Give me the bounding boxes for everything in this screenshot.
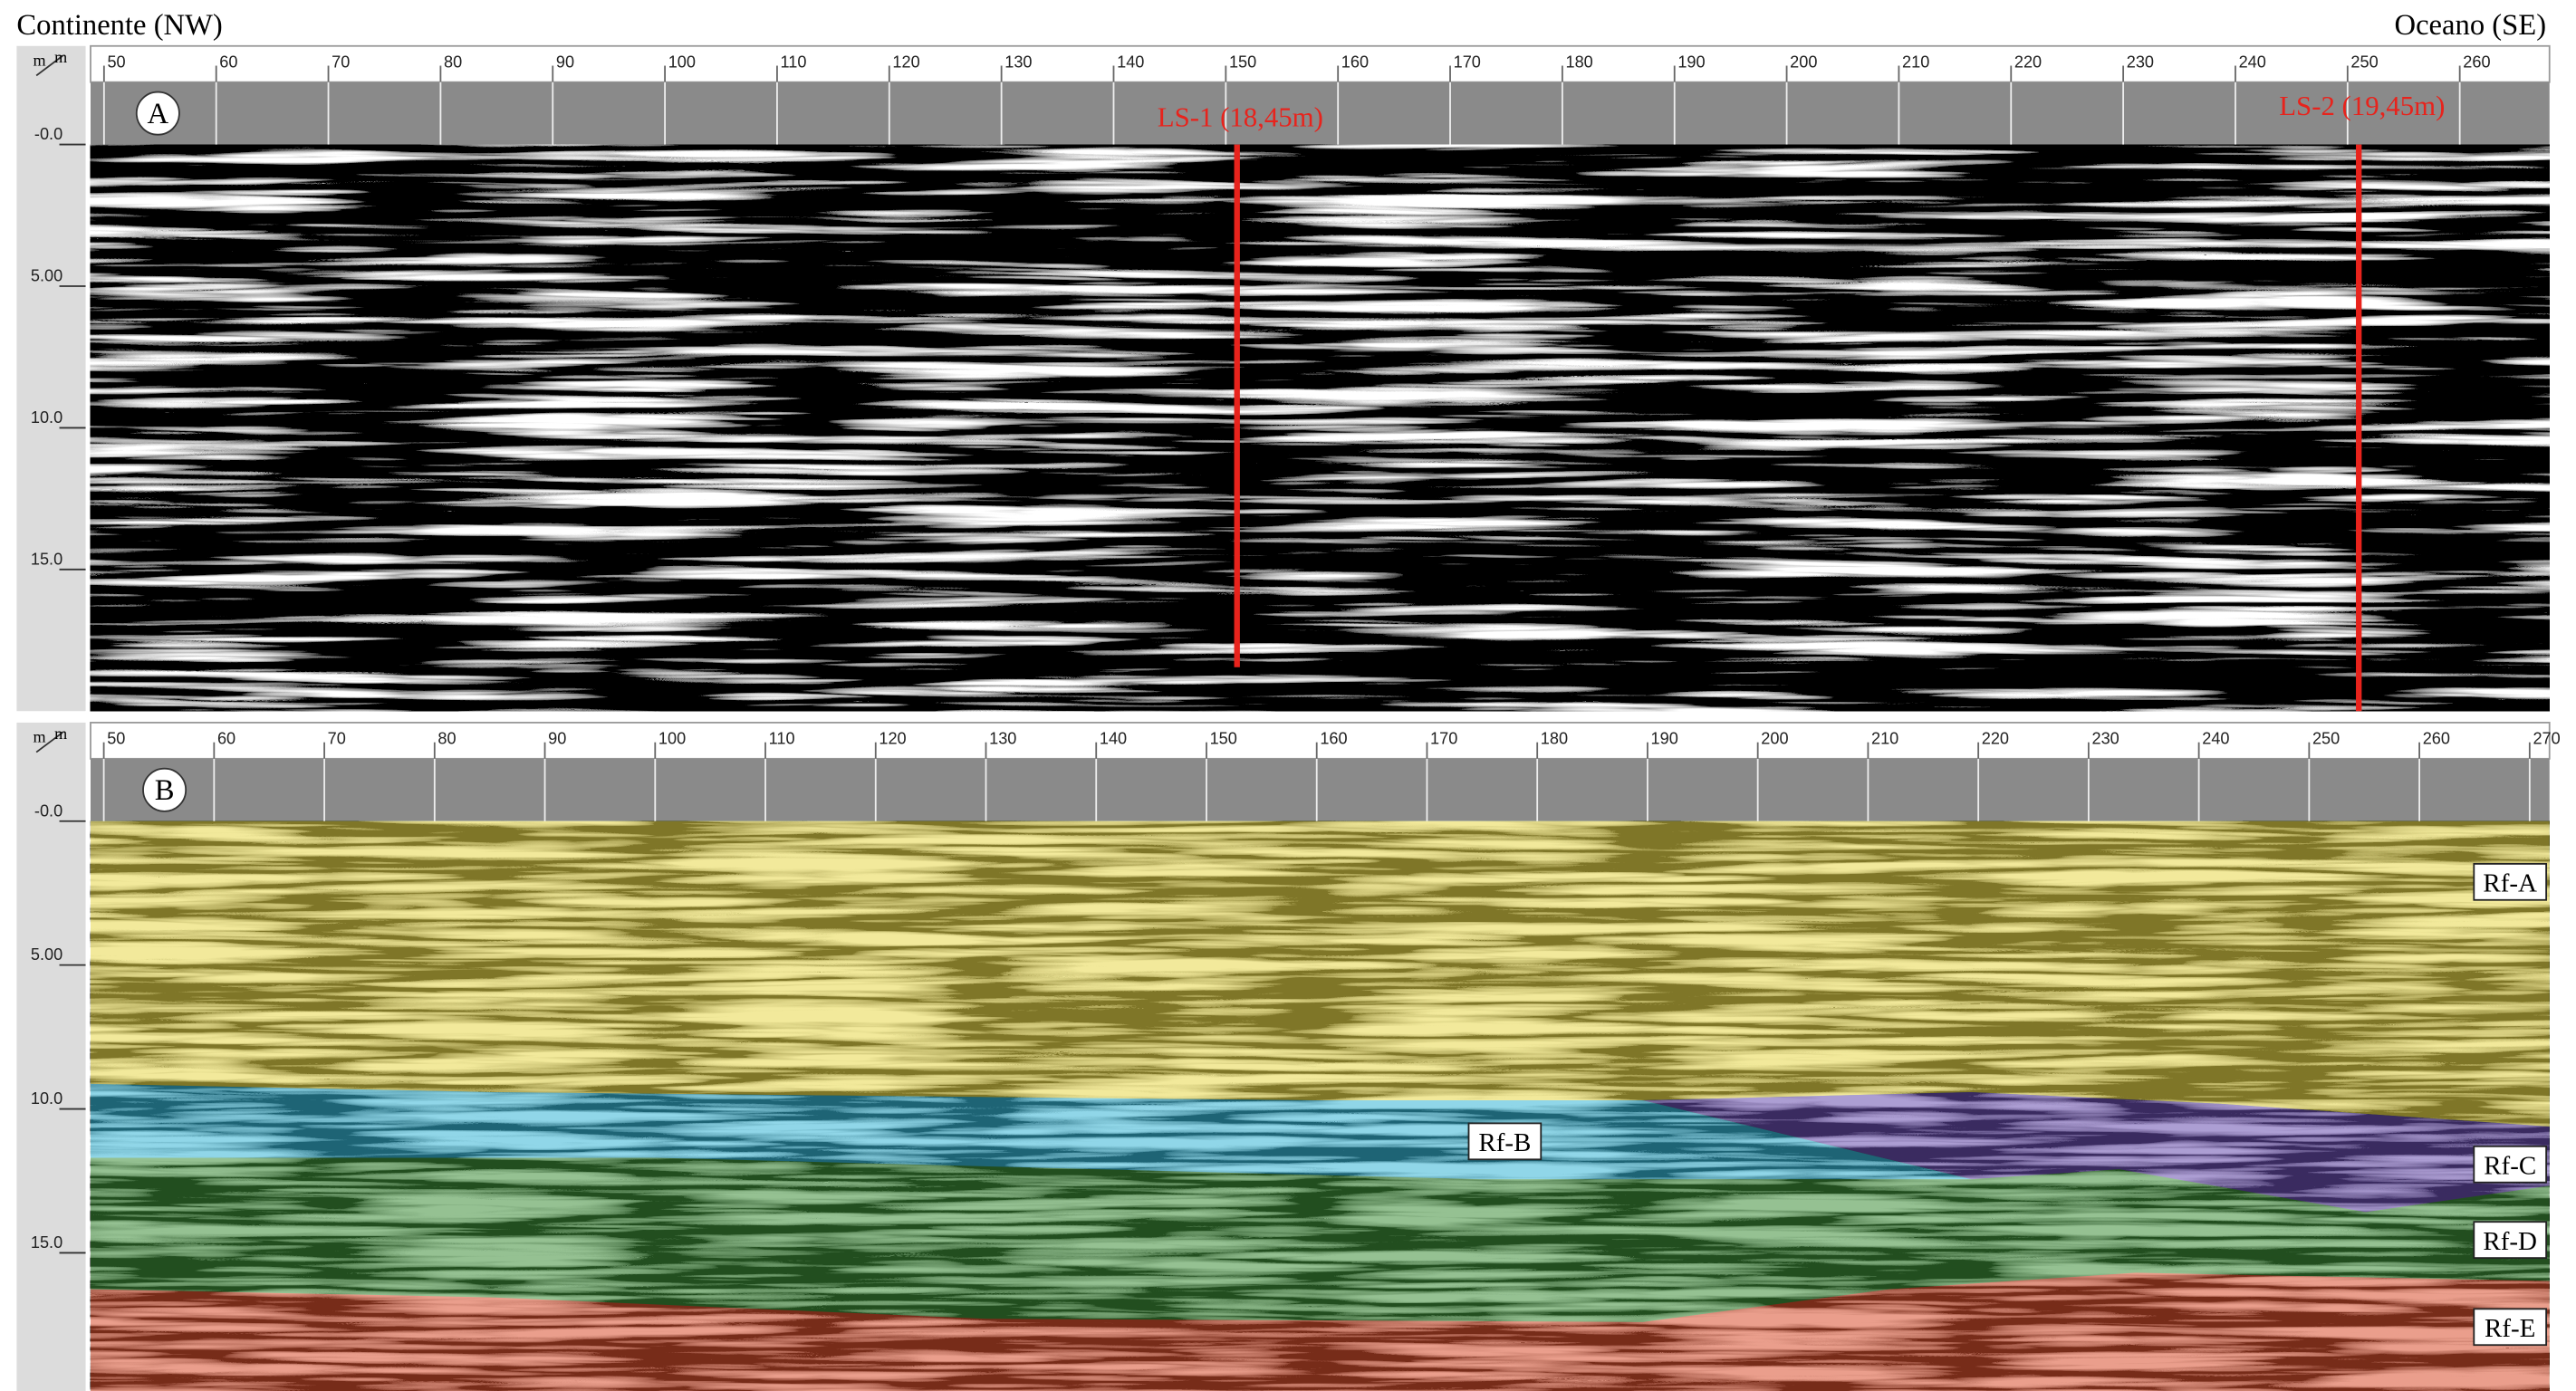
y-ruler [16,723,85,1391]
header-band [91,759,2550,821]
x-tick-label: 270 [2533,729,2560,747]
y-unit: m [34,52,46,70]
x-tick-label: 150 [1210,729,1237,747]
x-tick-label: 60 [219,53,237,71]
x-tick-label: 240 [2239,53,2266,71]
x-unit: m [54,724,67,743]
panel-label: A [148,98,169,130]
interpretation-layers [91,821,2550,1391]
x-tick-label: 250 [2350,53,2378,71]
y-tick-label: 5.00 [31,267,62,285]
left-direction: Continente (NW) [16,9,222,42]
x-tick-label: 120 [892,53,919,71]
x-tick-label: 250 [2312,729,2340,747]
x-tick-label: 100 [668,53,696,71]
x-unit: m [54,48,67,66]
borehole-label: LS-2 (19,45m) [2279,91,2445,121]
x-tick-label: 240 [2202,729,2229,747]
x-tick-label: 230 [2127,53,2154,71]
x-tick-label: 130 [1004,53,1032,71]
layer-label: Rf-C [2484,1152,2536,1181]
y-tick-label: 10.0 [31,408,62,427]
x-tick-label: 170 [1454,53,1481,71]
layer-label: Rf-E [2485,1314,2535,1343]
radargram [91,145,2550,712]
x-tick-label: 160 [1320,729,1347,747]
x-tick-label: 60 [217,729,235,747]
x-tick-label: 210 [1902,53,1929,71]
y-tick-label: 10.0 [31,1089,62,1108]
x-tick-label: 260 [2463,53,2490,71]
borehole-label: LS-1 (18,45m) [1158,102,1323,133]
x-tick-label: 110 [781,53,807,71]
x-tick-label: 220 [2014,53,2042,71]
y-tick-label: -0.0 [34,125,62,143]
x-tick-label: 90 [548,729,566,747]
y-tick-label: 5.00 [31,945,62,964]
x-tick-label: 230 [2092,729,2119,747]
right-direction: Oceano (SE) [2395,9,2547,42]
x-tick-label: 190 [1677,53,1705,71]
x-tick-label: 200 [1761,729,1788,747]
y-ruler [16,46,85,711]
layer-label: Rf-A [2483,869,2537,898]
y-tick-label: 15.0 [31,1233,62,1252]
x-tick-label: 80 [437,729,456,747]
x-tick-label: 70 [332,53,350,71]
x-tick-label: 190 [1651,729,1678,747]
x-tick-label: 140 [1117,53,1144,71]
x-tick-label: 150 [1229,53,1256,71]
x-tick-label: 220 [1982,729,2009,747]
x-tick-label: 130 [989,729,1016,747]
y-unit: m [34,728,46,746]
x-tick-label: 50 [107,53,125,71]
y-tick-label: 15.0 [31,550,62,568]
panel-label: B [155,774,175,807]
figure: Continente (NW) Oceano (SE) mm5060708090… [0,0,2576,1391]
layer-label: Rf-B [1478,1128,1531,1157]
x-tick-label: 180 [1566,53,1593,71]
x-tick-label: 120 [879,729,906,747]
x-tick-label: 110 [769,729,795,747]
layer-a [91,821,2550,1127]
x-tick-label: 170 [1430,729,1457,747]
x-tick-label: 200 [1790,53,1817,71]
x-tick-label: 100 [658,729,686,747]
x-tick-label: 210 [1871,729,1898,747]
x-tick-label: 80 [444,53,462,71]
y-tick-label: -0.0 [34,801,62,820]
x-tick-label: 180 [1541,729,1568,747]
x-tick-label: 140 [1100,729,1127,747]
layer-label: Rf-D [2483,1227,2537,1256]
x-tick-label: 260 [2423,729,2450,747]
x-tick-label: 90 [556,53,574,71]
x-tick-label: 160 [1341,53,1369,71]
x-tick-label: 50 [107,729,125,747]
x-tick-label: 70 [328,729,346,747]
